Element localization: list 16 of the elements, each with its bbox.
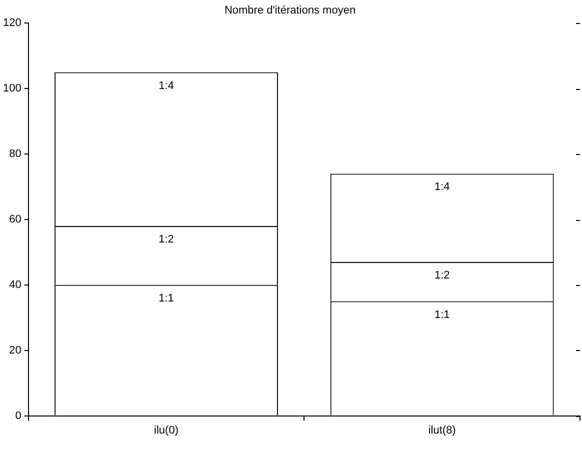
series-label: 1:2 bbox=[158, 234, 174, 246]
y-tick-label: 60 bbox=[9, 214, 22, 226]
series-label: 1:4 bbox=[158, 80, 174, 92]
chart-title: Nombre d'itérations moyen bbox=[224, 4, 356, 17]
x-tick-label: ilu(0) bbox=[154, 424, 178, 436]
y-tick-label: 80 bbox=[9, 148, 22, 160]
text: 1:4 bbox=[434, 181, 450, 194]
y-tick-label: 40 bbox=[9, 278, 22, 291]
y-tick-label: 120 bbox=[2, 17, 22, 30]
y-tick-label: 0 bbox=[15, 410, 22, 422]
y-tick-label: 100 bbox=[2, 82, 22, 95]
y-tick-label: 20 bbox=[9, 344, 22, 356]
text: 1:1 bbox=[434, 308, 450, 321]
text: 1:2 bbox=[434, 270, 450, 282]
x-tick-label: ilut(8) bbox=[428, 424, 456, 436]
series-label: 1:1 bbox=[158, 292, 174, 304]
